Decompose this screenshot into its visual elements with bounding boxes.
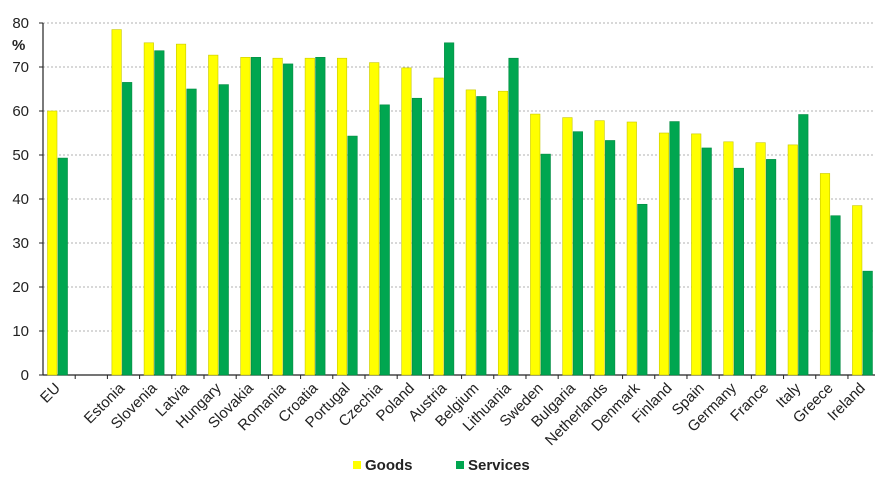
y-tick-label: 30 — [12, 235, 29, 252]
bar-services-eu — [57, 157, 68, 376]
bar-services-sweden — [540, 153, 551, 376]
bar-services-finland — [669, 121, 680, 376]
bar-goods-italy — [787, 144, 798, 376]
bar-goods-eu — [47, 110, 58, 376]
y-tick-label: 40 — [12, 191, 29, 208]
bar-goods-poland — [401, 67, 412, 376]
y-tick-label: 50 — [12, 147, 29, 164]
bar-services-slovenia — [154, 50, 165, 376]
bar-services-greece — [830, 215, 841, 376]
bar-services-lithuania — [508, 57, 519, 376]
y-axis-unit-label: % — [12, 37, 25, 54]
bar-services-bulgaria — [572, 131, 583, 376]
bar-services-croatia — [315, 57, 326, 376]
bar-goods-portugal — [336, 57, 348, 376]
bar-services-france — [766, 159, 777, 376]
bar-goods-belgium — [465, 89, 476, 376]
bar-services-ireland — [862, 270, 873, 376]
bar-services-portugal — [347, 135, 358, 376]
bar-goods-hungary — [208, 54, 219, 376]
bar-goods-finland — [658, 132, 670, 376]
bar-services-belgium — [476, 96, 487, 376]
y-tick-label: 70 — [12, 59, 29, 76]
bar-goods-czechia — [369, 62, 380, 376]
bar-services-spain — [701, 147, 712, 376]
bar-goods-croatia — [304, 57, 315, 376]
bar-goods-greece — [819, 173, 831, 376]
bar-goods-france — [755, 142, 766, 376]
bar-goods-bulgaria — [562, 117, 573, 376]
legend-label-goods: Goods — [365, 457, 413, 474]
gridlines — [43, 22, 875, 332]
bar-services-poland — [411, 97, 422, 376]
bar-services-hungary — [218, 84, 229, 376]
bar-goods-lithuania — [497, 90, 509, 376]
legend-swatch-goods — [353, 461, 361, 469]
bar-goods-austria — [433, 77, 444, 376]
legend: Goods Services — [353, 457, 530, 474]
bar-services-denmark — [637, 203, 648, 376]
bar-services-latvia — [186, 88, 197, 376]
legend-swatch-services — [456, 461, 464, 469]
bar-services-austria — [444, 42, 455, 376]
bar-services-slovakia — [250, 57, 261, 376]
bar-goods-netherlands — [594, 120, 605, 376]
y-tick-label: 0 — [21, 367, 29, 384]
bar-goods-germany — [723, 141, 734, 376]
bars — [47, 29, 873, 376]
bar-goods-spain — [691, 133, 702, 376]
bar-goods-latvia — [175, 43, 187, 376]
y-tick-label: 60 — [12, 103, 29, 120]
y-tick-labels: 0 10 20 30 40 50 60 70 80 — [12, 15, 43, 384]
bar-services-romania — [283, 63, 294, 376]
y-tick-label: 10 — [12, 323, 29, 340]
bar-goods-sweden — [530, 113, 541, 376]
bar-goods-romania — [272, 57, 283, 376]
bar-goods-slovakia — [240, 57, 251, 376]
legend-label-services: Services — [468, 457, 530, 474]
category-label: EU — [37, 380, 64, 407]
bar-goods-ireland — [852, 205, 863, 376]
bar-services-netherlands — [605, 140, 616, 376]
bar-services-czechia — [379, 104, 390, 376]
y-tick-label: 20 — [12, 279, 29, 296]
bar-services-italy — [798, 114, 809, 376]
bar-goods-denmark — [626, 121, 637, 376]
category-labels: EU EstoniaSloveniaLatviaHungarySlovakiaRo… — [37, 375, 869, 449]
y-tick-label: 80 — [12, 15, 29, 32]
bar-services-estonia — [122, 82, 133, 376]
bar-goods-estonia — [111, 29, 122, 376]
bar-goods-slovenia — [143, 42, 154, 376]
bar-services-germany — [733, 167, 744, 376]
